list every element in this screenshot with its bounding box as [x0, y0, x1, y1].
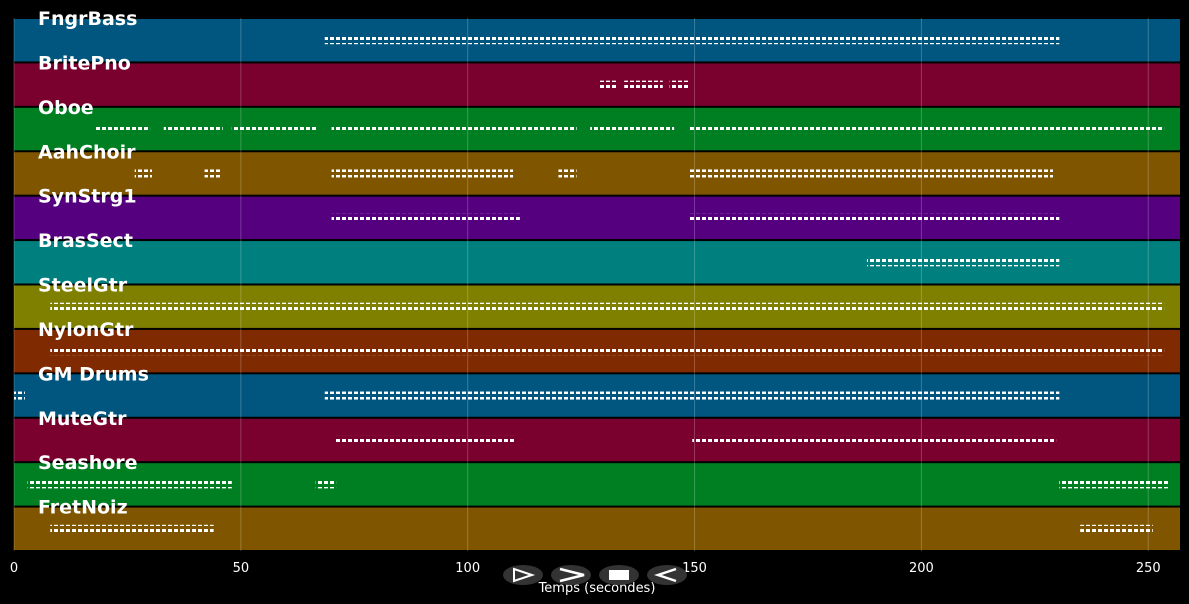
note-segment — [599, 80, 618, 89]
note-segment — [50, 347, 1165, 356]
note-segment — [331, 125, 577, 134]
back-button[interactable] — [647, 565, 687, 585]
note-segment — [94, 125, 151, 134]
note-segment — [866, 258, 1060, 267]
forward-button[interactable] — [551, 565, 591, 585]
note-segment — [690, 125, 1165, 134]
track-label: MuteGtr — [38, 408, 127, 430]
note-segment — [324, 36, 1060, 45]
note-segment — [690, 213, 1060, 222]
note-segment — [331, 213, 520, 222]
play-button[interactable] — [503, 565, 543, 585]
track-label: Oboe — [38, 97, 94, 119]
note-segment — [331, 169, 514, 178]
note-segment — [324, 391, 1060, 400]
x-tick-label: 250 — [1136, 561, 1161, 576]
x-tick-label: 0 — [10, 561, 18, 576]
note-segment — [231, 125, 318, 134]
note-segment — [1059, 480, 1170, 489]
note-segment — [27, 480, 232, 489]
note-segment — [669, 80, 691, 89]
note-segment — [50, 524, 214, 533]
track-label: AahChoir — [38, 141, 136, 163]
track-label: Seashore — [38, 452, 138, 474]
playback-controls — [503, 565, 687, 585]
note-segment — [624, 80, 663, 89]
note-segment — [134, 169, 152, 178]
x-tick-label: 100 — [455, 561, 480, 576]
track-label: FngrBass — [38, 8, 137, 30]
note-segment — [14, 391, 25, 400]
note-segment — [50, 302, 1165, 311]
note-segment — [590, 125, 675, 134]
track-label: SteelGtr — [38, 275, 128, 297]
note-segment — [558, 169, 577, 178]
track-lane — [14, 63, 1180, 106]
note-segment — [163, 125, 223, 134]
track-label: BritePno — [38, 52, 131, 74]
track-label: NylonGtr — [38, 319, 134, 341]
stop-button[interactable] — [599, 565, 639, 585]
track-label: BrasSect — [38, 230, 133, 252]
note-segment — [315, 480, 337, 489]
x-tick-label: 150 — [682, 561, 707, 576]
note-segment — [1080, 524, 1153, 533]
note-segment — [690, 169, 1053, 178]
note-segment — [692, 435, 1057, 444]
x-axis-label: Temps (secondes) — [538, 581, 656, 596]
note-segment — [334, 435, 515, 444]
x-tick-label: 50 — [233, 561, 250, 576]
track-label: GM Drums — [38, 363, 149, 385]
track-label: SynStrg1 — [38, 186, 137, 208]
x-tick-label: 200 — [909, 561, 934, 576]
note-segment — [204, 169, 220, 178]
track-label: FretNoiz — [38, 497, 128, 519]
